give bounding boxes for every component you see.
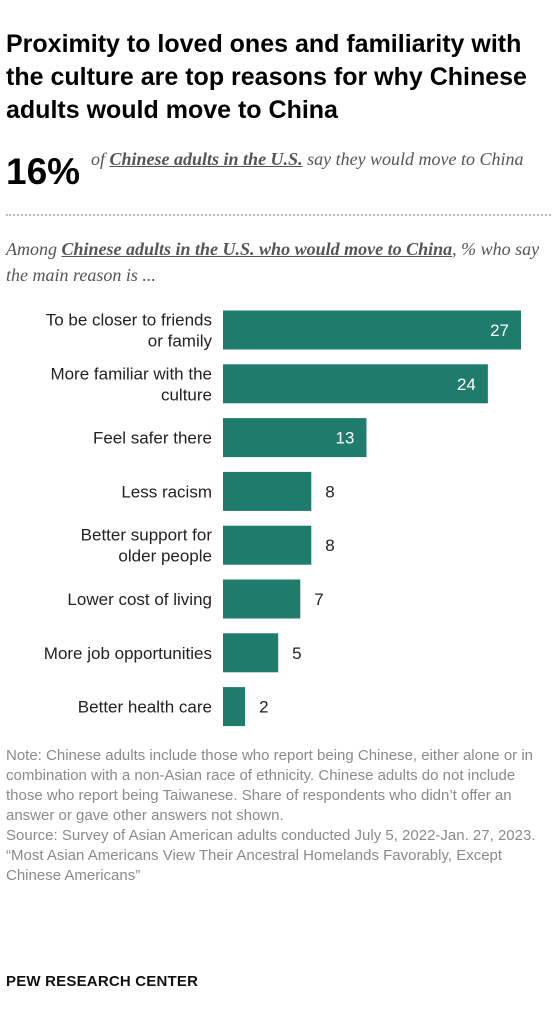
chart-notes: Note: Chinese adults include those who r… — [6, 746, 551, 886]
chart-subtitle: Among Chinese adults in the U.S. who wou… — [6, 236, 551, 288]
category-label-5: Lower cost of living — [67, 590, 212, 609]
headline-stat-suffix: say they would move to China — [307, 149, 524, 169]
bar-value-label-0: 27 — [490, 321, 509, 340]
category-label-4: Better support for older people — [81, 526, 213, 566]
bar-6 — [223, 633, 279, 673]
bar-5 — [223, 579, 301, 619]
bar-3 — [223, 471, 312, 511]
bar-7 — [223, 687, 246, 727]
bar-value-label-5: 7 — [314, 590, 323, 609]
bar-4 — [223, 525, 312, 565]
headline-stat: 16% of Chinese adults in the U.S. say th… — [6, 146, 551, 198]
chart-title: Proximity to loved ones and familiarity … — [6, 30, 527, 124]
headline-stat-value: 16% — [6, 151, 81, 192]
headline-stat-emphasis: Chinese adults in the U.S. — [109, 149, 303, 169]
category-label-3: Less racism — [121, 482, 212, 501]
bar-value-label-4: 8 — [325, 536, 334, 555]
note-text: Note: Chinese adults include those who r… — [6, 747, 533, 824]
bar-value-label-7: 2 — [259, 698, 268, 717]
headline-stat-text: of Chinese adults in the U.S. say they w… — [91, 146, 551, 172]
subtitle-prefix: Among — [6, 239, 57, 259]
source-text: Source: Survey of Asian American adults … — [6, 827, 536, 844]
subtitle-suffix: , % who say the main reason is ... — [6, 239, 540, 285]
bar-value-label-1: 24 — [457, 375, 476, 394]
bar-2 — [223, 418, 367, 458]
pew-footer: PEW RESEARCH CENTER — [6, 973, 199, 990]
dotted-divider — [6, 214, 551, 216]
category-label-0: To be closer to friends or family — [46, 311, 213, 351]
category-label-1: More familiar with the culture — [50, 364, 212, 404]
category-label-7: Better health care — [78, 698, 212, 717]
category-label-2: Feel safer there — [93, 429, 212, 448]
category-label-6: More job opportunities — [44, 644, 212, 663]
subtitle-emphasis: Chinese adults in the U.S. who would mov… — [61, 239, 453, 259]
bar-1 — [223, 364, 488, 404]
bar-value-label-2: 13 — [336, 429, 355, 448]
bar-value-label-3: 8 — [325, 482, 334, 501]
headline-stat-prefix: of — [91, 149, 106, 169]
report-title: “Most Asian Americans View Their Ancestr… — [6, 847, 503, 884]
bar-value-label-6: 5 — [292, 644, 301, 663]
bar-0 — [223, 310, 521, 350]
